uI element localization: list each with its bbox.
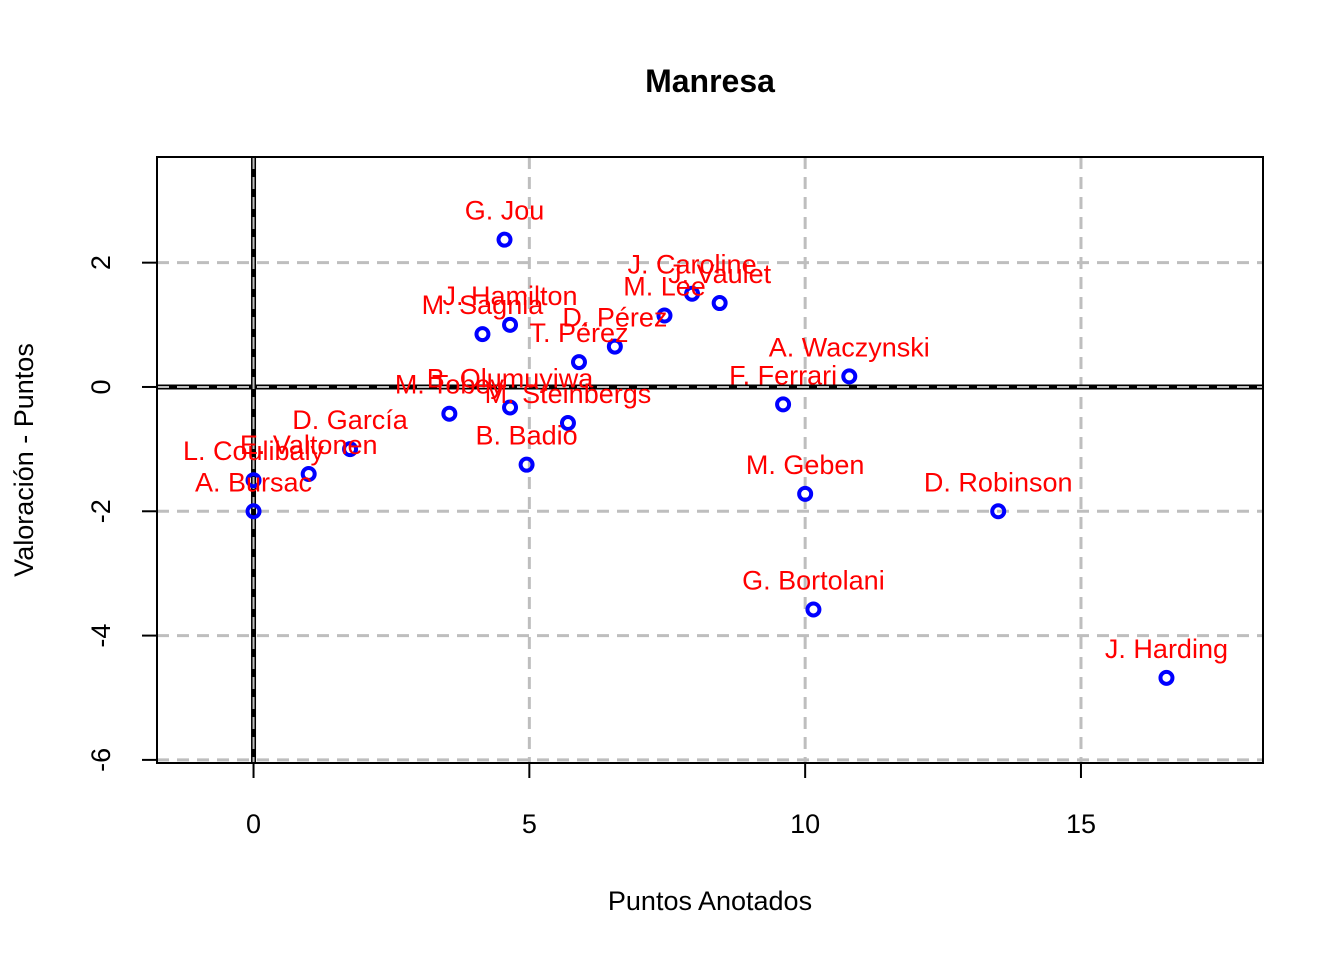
y-tick-label-0: 0 [86,379,116,394]
data-point-1 [684,285,701,302]
point-label-10: B. Olumuyiwa [427,363,595,393]
point-label-13: D. García [292,405,409,435]
point-label-11: M. Tobey [395,370,505,400]
data-point-13 [342,441,359,458]
point-label-8: A. Waczynski [769,332,930,362]
point-label-5: M. Sagnia [422,290,545,320]
point-label-12: M. Steinbergs [485,379,652,409]
data-point-3 [656,307,673,324]
point-label-18: M. Geben [746,450,865,480]
x-tick-label-5: 5 [522,809,537,839]
data-point-4 [502,316,519,333]
data-point-21 [1158,669,1175,686]
data-point-14 [518,456,535,473]
x-tick-label-0: 0 [246,809,261,839]
data-point-7 [570,354,587,371]
y-tick-label--4: -4 [86,624,116,648]
chart-title: Manresa [645,63,775,99]
data-point-9 [775,396,792,413]
point-label-20: G. Bortolani [742,565,885,595]
reference-lines [157,157,1263,763]
x-tick-label-15: 15 [1066,809,1096,839]
point-label-1: J. Caroline [628,250,757,280]
data-point-11 [441,405,458,422]
point-label-17: A. Bursac [195,467,312,497]
data-point-6 [606,338,623,355]
y-axis: -6 -4 -2 0 2 [86,255,157,772]
plot-frame [156,156,1264,764]
x-tick-label-10: 10 [790,809,820,839]
data-point-5 [474,326,491,343]
y-axis-label: Valoración - Puntos [9,343,39,577]
y-tick-label-2: 2 [86,255,116,270]
data-point-15 [300,465,317,482]
point-label-3: M. Lee [623,271,706,301]
data-point-18 [797,485,814,502]
point-label-0: G. Jou [465,196,545,226]
point-label-14: B. Badio [476,421,578,451]
point-label-16: L. Coulibaly [183,436,325,466]
data-point-10 [502,399,519,416]
y-tick-label--6: -6 [86,748,116,772]
point-label-6: D. Pérez [562,303,667,333]
data-point-20 [805,601,822,618]
x-axis-label: Puntos Anotados [608,886,812,916]
data-point-19 [990,503,1007,520]
point-label-7: T. Pérez [529,318,628,348]
data-point-17 [245,503,262,520]
data-point-0 [496,231,513,248]
x-axis: 0 5 10 15 [246,763,1096,839]
data-point-2 [711,295,728,312]
point-label-19: D. Robinson [924,467,1073,497]
point-label-2: J. Vaulet [668,259,772,289]
point-label-4: J. Hamilton [443,281,578,311]
point-label-21: J. Harding [1105,634,1228,664]
data-points [245,231,1175,686]
y-tick-label--2: -2 [86,499,116,523]
data-point-12 [559,415,576,432]
data-point-8 [841,368,858,385]
data-point-16 [245,472,262,489]
point-label-9: F. Ferrari [729,360,837,390]
point-label-15: E. Valtonen [240,430,378,460]
